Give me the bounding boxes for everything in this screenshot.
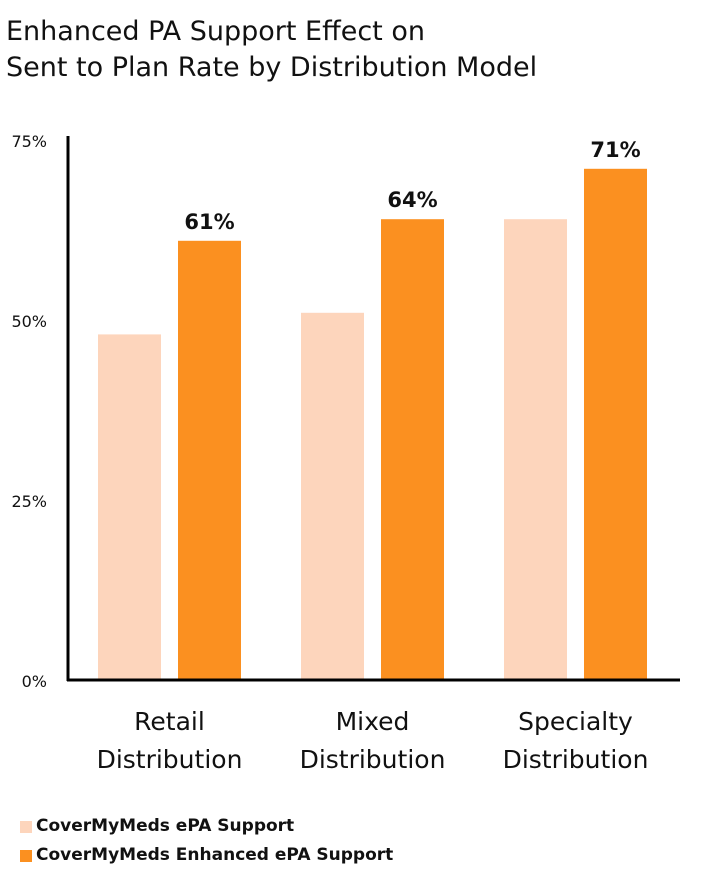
y-tick-label: 25% [11, 492, 47, 511]
data-label: 71% [590, 138, 640, 162]
bar-enhanced-epa-support [381, 219, 444, 680]
x-tick-label: Retail [134, 707, 205, 736]
chart-title: Enhanced PA Support Effect on [6, 16, 425, 47]
x-tick-label: Mixed [336, 707, 410, 736]
legend-item-epa-support: CoverMyMeds ePA Support [20, 812, 393, 841]
chart-title-block: Enhanced PA Support Effect on Sent to Pl… [6, 14, 706, 86]
x-tick-label: Specialty [518, 707, 633, 736]
legend-label-epa-support: CoverMyMeds ePA Support [36, 816, 295, 836]
x-tick-label: Distribution [97, 745, 243, 774]
y-tick-label: 75% [11, 132, 47, 151]
bar-epa-support [504, 219, 567, 680]
chart-legend: CoverMyMeds ePA Support CoverMyMeds Enha… [20, 812, 393, 870]
data-label: 64% [387, 188, 437, 212]
x-tick-label: Distribution [300, 745, 446, 774]
legend-item-enhanced-epa-support: CoverMyMeds Enhanced ePA Support [20, 841, 393, 870]
x-tick-label: Distribution [503, 745, 649, 774]
y-tick-label: 50% [11, 312, 47, 331]
legend-swatch-enhanced-epa-support [20, 849, 32, 862]
bar-enhanced-epa-support [178, 240, 241, 681]
bar-epa-support [98, 334, 161, 680]
data-label: 61% [184, 210, 234, 234]
plot-area: 0% 25% 50% 75% 61% Retail Distribution 64% Mixed… [11, 132, 680, 774]
chart-subtitle: Sent to Plan Rate by Distribution Model [6, 52, 538, 83]
bar-epa-support [301, 312, 364, 680]
legend-label-enhanced-epa-support: CoverMyMeds Enhanced ePA Support [36, 845, 394, 865]
y-tick-label: 0% [22, 672, 47, 691]
bar-enhanced-epa-support [584, 168, 647, 681]
legend-swatch-epa-support [20, 820, 32, 833]
